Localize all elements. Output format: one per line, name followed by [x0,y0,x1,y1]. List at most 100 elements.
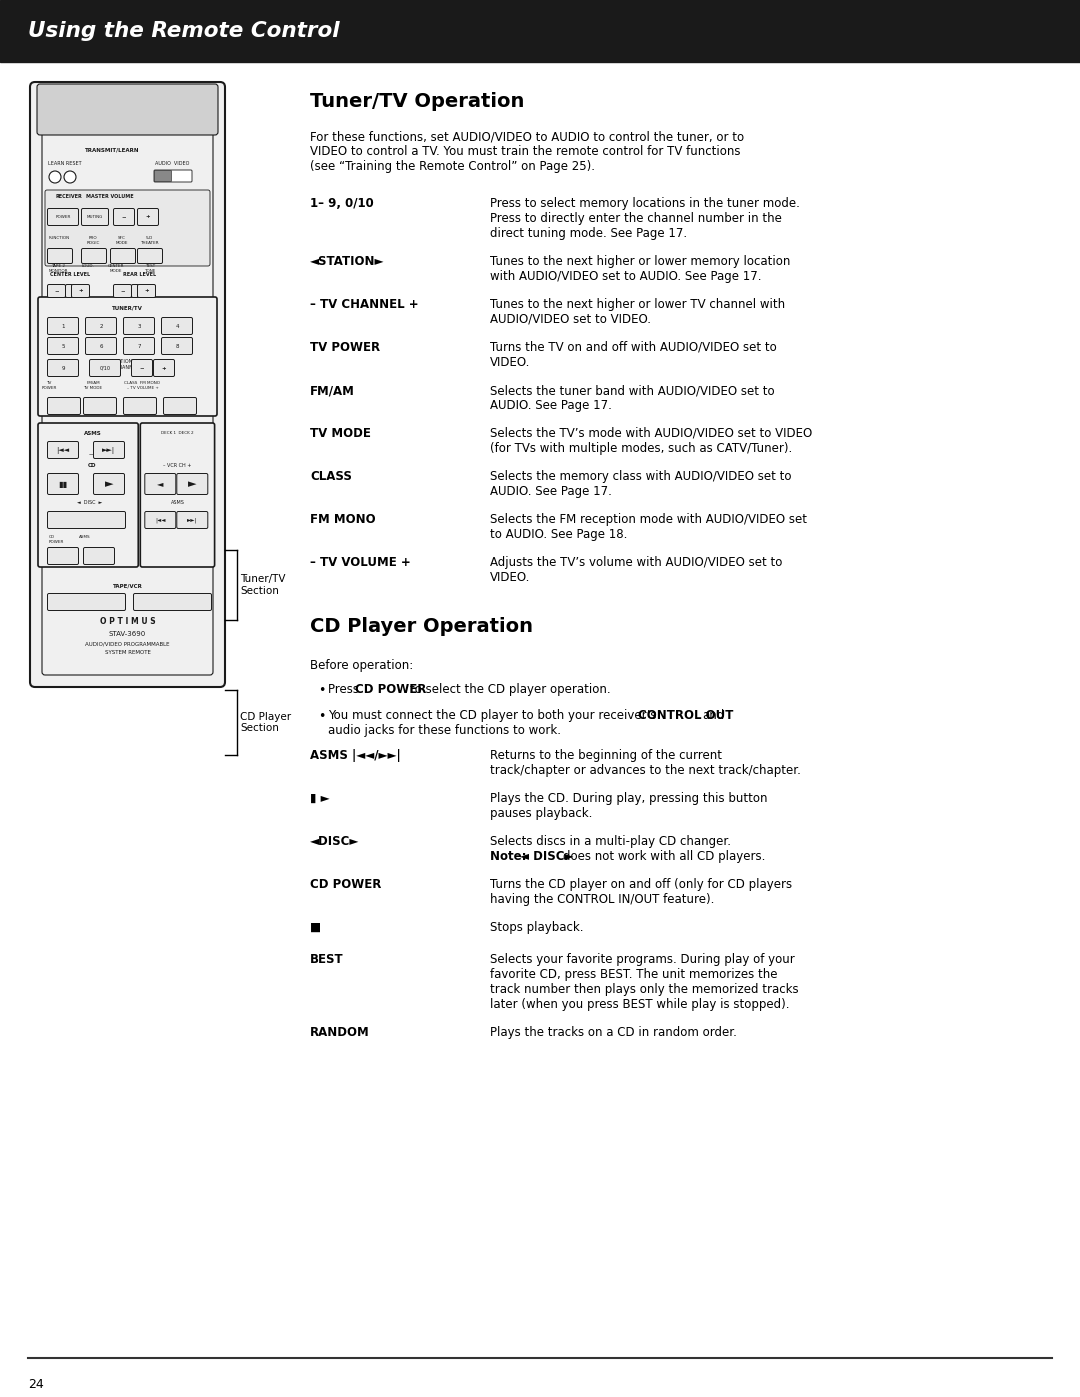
Text: Using the Remote Control: Using the Remote Control [28,21,339,41]
FancyBboxPatch shape [177,474,207,495]
Text: FM/AM
TV MODE: FM/AM TV MODE [83,381,103,390]
Text: RECEIVER: RECEIVER [55,194,82,198]
Text: Adjusts the TV’s volume with AUDIO/VIDEO set to: Adjusts the TV’s volume with AUDIO/VIDEO… [490,556,782,569]
Text: TAPE/VCR: TAPE/VCR [112,583,143,588]
Text: 4: 4 [175,324,179,328]
FancyBboxPatch shape [113,208,135,225]
Text: TV POWER: TV POWER [310,341,380,353]
Text: AUDIO/VIDEO PROGRAMMABLE: AUDIO/VIDEO PROGRAMMABLE [85,641,170,645]
Text: REAR LEVEL: REAR LEVEL [123,272,157,277]
FancyBboxPatch shape [83,548,114,564]
Text: Turns the TV on and off with AUDIO/VIDEO set to: Turns the TV on and off with AUDIO/VIDEO… [490,341,777,353]
Text: TEST
TONE: TEST TONE [145,264,156,272]
FancyBboxPatch shape [177,511,207,528]
Text: Selects the tuner band with AUDIO/VIDEO set to: Selects the tuner band with AUDIO/VIDEO … [490,384,774,397]
FancyBboxPatch shape [162,338,192,355]
Text: favorite CD, press BEST. The unit memorizes the: favorite CD, press BEST. The unit memori… [490,968,778,981]
FancyBboxPatch shape [66,285,72,298]
Text: Press: Press [328,683,363,696]
FancyBboxPatch shape [48,398,81,415]
Text: 9: 9 [62,366,65,370]
Text: CD: CD [89,462,97,468]
FancyBboxPatch shape [85,317,117,334]
Text: – VCR CH +: – VCR CH + [163,462,191,468]
Text: Press to directly enter the channel number in the: Press to directly enter the channel numb… [490,212,782,225]
Text: audio jacks for these functions to work.: audio jacks for these functions to work. [328,724,561,738]
Text: Plays the CD. During play, pressing this button: Plays the CD. During play, pressing this… [490,792,768,805]
FancyBboxPatch shape [48,441,79,458]
Text: Returns to the beginning of the current: Returns to the beginning of the current [490,749,723,761]
Text: track number then plays only the memorized tracks: track number then plays only the memoriz… [490,983,798,996]
Text: CENTER LEVEL: CENTER LEVEL [50,272,90,277]
FancyBboxPatch shape [48,338,79,355]
Text: – TV VOLUME +: – TV VOLUME + [310,556,410,569]
Text: 8: 8 [175,344,179,348]
FancyBboxPatch shape [48,474,79,495]
Text: 1– 9, 0/10: 1– 9, 0/10 [310,197,374,210]
Text: CENTER
MODE: CENTER MODE [108,264,124,272]
FancyBboxPatch shape [48,359,79,377]
Text: |◄◄: |◄◄ [156,517,165,522]
FancyBboxPatch shape [162,317,192,334]
Text: ►: ► [188,479,197,489]
FancyBboxPatch shape [140,423,215,567]
Text: (see “Training the Remote Control” on Page 25).: (see “Training the Remote Control” on Pa… [310,161,595,173]
FancyBboxPatch shape [137,208,159,225]
Text: Plays the tracks on a CD in random order.: Plays the tracks on a CD in random order… [490,1025,737,1039]
FancyBboxPatch shape [110,249,135,264]
Text: FM MONO: FM MONO [310,513,376,527]
FancyBboxPatch shape [137,249,162,264]
Text: with AUDIO/VIDEO set to AUDIO. See Page 17.: with AUDIO/VIDEO set to AUDIO. See Page … [490,270,761,284]
Text: You must connect the CD player to both your receiver’s: You must connect the CD player to both y… [328,710,660,722]
Text: TRANSMIT/LEARN: TRANSMIT/LEARN [85,147,139,152]
Text: 2: 2 [99,324,103,328]
Text: pauses playback.: pauses playback. [490,807,592,820]
Text: having the CONTROL IN/OUT feature).: having the CONTROL IN/OUT feature). [490,893,714,907]
Text: VIDEO.: VIDEO. [490,571,530,584]
Text: Tuner/TV Operation: Tuner/TV Operation [310,92,525,110]
Text: CLASS  FM MONO
– TV VOLUME +: CLASS FM MONO – TV VOLUME + [124,381,161,390]
FancyBboxPatch shape [90,359,121,377]
Text: ASMS: ASMS [79,535,91,539]
Text: 5: 5 [62,344,65,348]
FancyBboxPatch shape [45,190,210,265]
FancyBboxPatch shape [134,594,212,610]
FancyBboxPatch shape [81,249,107,264]
Text: Before operation:: Before operation: [310,659,414,672]
Text: STAV-3690: STAV-3690 [109,631,146,637]
Text: ◄  DISC  ►: ◄ DISC ► [78,500,103,504]
Text: does not work with all CD players.: does not work with all CD players. [563,849,766,863]
Circle shape [49,170,60,183]
Text: FM/AM: FM/AM [310,384,355,397]
Text: MUTING: MUTING [86,215,104,219]
Text: TUNER/TV: TUNER/TV [112,305,143,310]
Text: Selects the memory class with AUDIO/VIDEO set to: Selects the memory class with AUDIO/VIDE… [490,469,792,483]
FancyBboxPatch shape [85,338,117,355]
Text: ◄: ◄ [157,479,163,489]
Text: Selects the FM reception mode with AUDIO/VIDEO set: Selects the FM reception mode with AUDIO… [490,513,807,527]
FancyBboxPatch shape [153,359,175,377]
FancyBboxPatch shape [83,398,117,415]
Text: Note:: Note: [490,849,530,863]
Text: CD Player Operation: CD Player Operation [310,617,534,636]
Text: •: • [318,710,325,724]
Text: 24: 24 [28,1377,44,1391]
Text: AUDIO. See Page 17.: AUDIO. See Page 17. [490,400,612,412]
FancyBboxPatch shape [48,594,125,610]
FancyBboxPatch shape [137,285,156,298]
Text: SYSTEM REMOTE: SYSTEM REMOTE [105,650,150,655]
FancyBboxPatch shape [37,84,218,136]
Text: Selects the TV’s mode with AUDIO/VIDEO set to VIDEO: Selects the TV’s mode with AUDIO/VIDEO s… [490,427,812,440]
Text: TV
POWER: TV POWER [41,381,56,390]
Text: +: + [146,215,150,219]
Text: direct tuning mode. See Page 17.: direct tuning mode. See Page 17. [490,226,687,240]
Text: ◄ DISC►: ◄ DISC► [519,849,573,863]
FancyBboxPatch shape [48,208,79,225]
Text: ►: ► [105,479,113,489]
Text: +: + [78,289,83,293]
Text: and: and [702,710,725,722]
Bar [0,0,1080,61]
Text: CONTROL OUT: CONTROL OUT [638,710,733,722]
Text: CD Player
Section: CD Player Section [240,711,292,733]
Text: ASMS |◄◄/►►|: ASMS |◄◄/►►| [310,749,401,761]
